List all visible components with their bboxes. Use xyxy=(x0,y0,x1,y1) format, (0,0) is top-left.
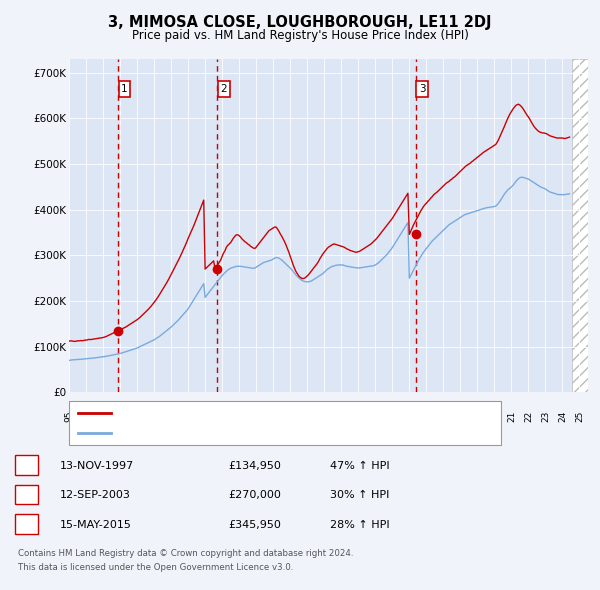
Text: £345,950: £345,950 xyxy=(228,520,281,529)
Text: 05: 05 xyxy=(235,411,244,422)
Text: 18: 18 xyxy=(456,411,465,422)
Text: 14: 14 xyxy=(388,411,397,422)
Text: 95: 95 xyxy=(65,411,74,422)
Text: 08: 08 xyxy=(286,411,295,422)
Text: 30% ↑ HPI: 30% ↑ HPI xyxy=(330,490,389,500)
Text: 3, MIMOSA CLOSE, LOUGHBOROUGH, LE11 2DJ: 3, MIMOSA CLOSE, LOUGHBOROUGH, LE11 2DJ xyxy=(108,15,492,30)
Text: Price paid vs. HM Land Registry's House Price Index (HPI): Price paid vs. HM Land Registry's House … xyxy=(131,30,469,42)
Text: 13-NOV-1997: 13-NOV-1997 xyxy=(60,461,134,470)
Text: 96: 96 xyxy=(82,411,91,422)
Text: 11: 11 xyxy=(337,411,346,422)
Text: 3: 3 xyxy=(419,84,425,94)
Text: 97: 97 xyxy=(98,411,107,422)
Text: 01: 01 xyxy=(167,411,176,422)
Text: 09: 09 xyxy=(303,411,312,422)
Text: 3, MIMOSA CLOSE, LOUGHBOROUGH, LE11 2DJ (detached house): 3, MIMOSA CLOSE, LOUGHBOROUGH, LE11 2DJ … xyxy=(117,408,442,418)
Text: 02: 02 xyxy=(184,411,193,422)
Text: 19: 19 xyxy=(473,411,482,422)
Text: This data is licensed under the Open Government Licence v3.0.: This data is licensed under the Open Gov… xyxy=(18,563,293,572)
Text: 13: 13 xyxy=(371,411,380,422)
Text: 1: 1 xyxy=(121,84,128,94)
Text: 2: 2 xyxy=(221,84,227,94)
Text: 12-SEP-2003: 12-SEP-2003 xyxy=(60,490,131,500)
Text: 28% ↑ HPI: 28% ↑ HPI xyxy=(330,520,389,529)
Text: 06: 06 xyxy=(251,411,260,422)
Text: 2: 2 xyxy=(23,490,30,500)
Text: 03: 03 xyxy=(200,411,209,422)
Text: 16: 16 xyxy=(422,411,431,422)
Text: 23: 23 xyxy=(541,411,550,422)
Text: £134,950: £134,950 xyxy=(228,461,281,470)
Text: 17: 17 xyxy=(439,411,448,422)
Text: 25: 25 xyxy=(575,411,584,422)
Text: 07: 07 xyxy=(269,411,278,422)
Text: Contains HM Land Registry data © Crown copyright and database right 2024.: Contains HM Land Registry data © Crown c… xyxy=(18,549,353,558)
Text: 10: 10 xyxy=(320,411,329,422)
Text: 22: 22 xyxy=(524,411,533,422)
Text: HPI: Average price, detached house, Charnwood: HPI: Average price, detached house, Char… xyxy=(117,428,358,438)
Text: 24: 24 xyxy=(558,411,567,422)
Text: 1: 1 xyxy=(23,461,30,470)
Text: 3: 3 xyxy=(23,520,30,529)
Text: 20: 20 xyxy=(490,411,499,422)
Text: 21: 21 xyxy=(507,411,516,422)
Text: 00: 00 xyxy=(149,411,158,422)
Text: 04: 04 xyxy=(218,411,227,422)
Text: 99: 99 xyxy=(133,411,142,422)
Text: 47% ↑ HPI: 47% ↑ HPI xyxy=(330,461,389,470)
Text: 15: 15 xyxy=(405,411,414,422)
Text: £270,000: £270,000 xyxy=(228,490,281,500)
Text: 12: 12 xyxy=(354,411,363,422)
Text: 15-MAY-2015: 15-MAY-2015 xyxy=(60,520,132,529)
Text: 98: 98 xyxy=(116,411,125,422)
